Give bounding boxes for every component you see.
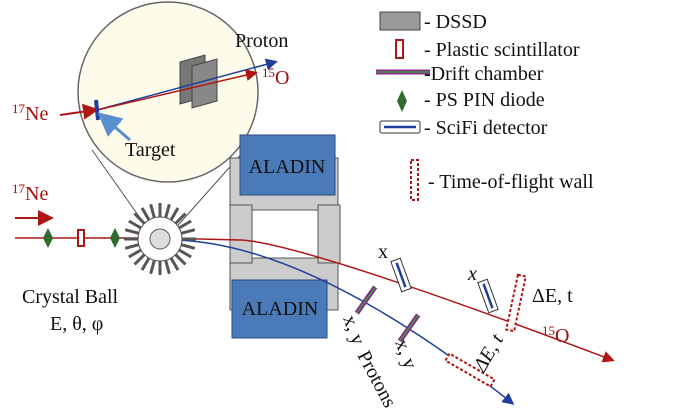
drift-label: x, y bbox=[338, 312, 369, 348]
beam-label: 17Ne bbox=[12, 181, 48, 205]
drift-chamber bbox=[397, 313, 421, 343]
target bbox=[94, 99, 100, 121]
proton-tof bbox=[444, 352, 496, 388]
crystal-spoke bbox=[133, 253, 146, 266]
zoom-circle bbox=[77, 1, 259, 183]
scifi bbox=[390, 257, 412, 293]
legend-dssd bbox=[379, 11, 421, 31]
drift-label: x, y bbox=[390, 336, 421, 372]
magnet-coil bbox=[239, 134, 336, 196]
fragment-label: 15O bbox=[262, 65, 289, 89]
legend-pin bbox=[397, 90, 407, 112]
magnet-yoke bbox=[317, 204, 341, 264]
fragment-line bbox=[159, 237, 615, 363]
fragment-track bbox=[96, 69, 258, 111]
crystal-spoke bbox=[164, 203, 171, 219]
proton-label: Proton bbox=[235, 30, 288, 52]
crystal-ball bbox=[137, 216, 183, 262]
crystal-spoke bbox=[128, 248, 142, 259]
legend-text: - SciFi detector bbox=[424, 117, 548, 139]
fragment-label: 15O bbox=[542, 323, 569, 347]
tof-wall bbox=[505, 273, 527, 333]
target-label: Target bbox=[125, 139, 176, 161]
crystal-ball-label: Crystal Ball bbox=[22, 286, 119, 308]
crystal-ball-quantities: E, θ, φ bbox=[50, 313, 103, 335]
crystal-spoke bbox=[140, 257, 151, 271]
drift-chamber bbox=[354, 285, 378, 315]
scifi-label: x bbox=[467, 263, 477, 285]
protons-label: Protons bbox=[353, 347, 401, 411]
scifi bbox=[477, 278, 499, 314]
crystal-spoke bbox=[164, 259, 171, 275]
crystal-spoke bbox=[178, 248, 192, 259]
plastic bbox=[77, 229, 85, 247]
magnet-coil bbox=[231, 279, 328, 339]
dssd bbox=[191, 58, 218, 109]
scifi-label: x bbox=[378, 241, 388, 263]
crystal-spoke bbox=[140, 207, 151, 221]
legend-text: - Time-of-flight wall bbox=[428, 171, 594, 193]
crystal-spoke bbox=[124, 228, 140, 235]
tof-label: ΔE, t bbox=[532, 285, 573, 307]
crystal-spoke bbox=[178, 219, 192, 230]
crystal-spoke bbox=[180, 243, 196, 250]
crystal-spoke bbox=[149, 259, 156, 275]
legend-tof bbox=[410, 159, 419, 201]
beam-track bbox=[59, 103, 99, 120]
crystal-spoke bbox=[124, 243, 140, 250]
crystal-spoke bbox=[180, 228, 196, 235]
crystal-spoke bbox=[174, 212, 187, 225]
crystal-spoke bbox=[169, 257, 180, 271]
crystal-spoke bbox=[128, 219, 142, 230]
legend-text: - PS PIN diode bbox=[424, 89, 545, 111]
magnet-label: ALADIN bbox=[242, 298, 319, 320]
crystal-spoke bbox=[174, 253, 187, 266]
legend-text: - DSSD bbox=[424, 11, 487, 33]
legend-plastic bbox=[395, 39, 404, 59]
magnet-yoke bbox=[229, 204, 253, 264]
legend-text: - Plastic scintillator bbox=[424, 39, 580, 61]
target-arrow bbox=[97, 112, 131, 142]
crystal-spoke bbox=[149, 203, 156, 219]
beam-label: 17Ne bbox=[12, 101, 48, 125]
pin-diode bbox=[43, 228, 53, 248]
magnet-label: ALADIN bbox=[249, 156, 326, 178]
crystal-spoke bbox=[133, 212, 146, 225]
legend-text: -Drift chamber bbox=[424, 63, 544, 85]
pin-diode bbox=[110, 228, 120, 248]
crystal-spoke bbox=[169, 207, 180, 221]
